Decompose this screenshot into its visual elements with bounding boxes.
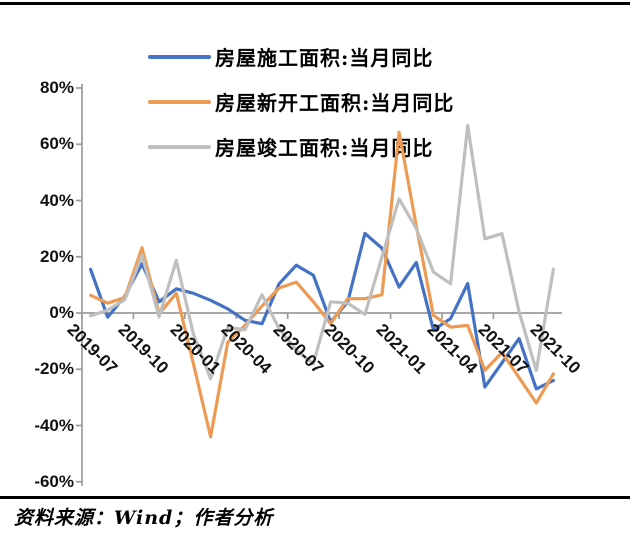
y-tick-label: 20%	[39, 246, 74, 266]
series-line-1	[88, 130, 556, 439]
y-tick-label: 80%	[39, 78, 74, 97]
source-note: 资料来源：Wind；作者分析	[14, 507, 274, 529]
y-tick-label: 0%	[49, 303, 74, 322]
y-tick-label: -20%	[34, 359, 74, 379]
bottom-border-line	[0, 496, 630, 499]
series-line-2	[88, 123, 556, 381]
top-border-line	[0, 2, 630, 5]
y-tick-label: 60%	[39, 134, 74, 154]
legend-line-swatch-blue	[148, 54, 211, 59]
y-tick-label: -40%	[34, 415, 74, 435]
legend-line-swatch-orange	[148, 99, 211, 104]
y-tick-label: 40%	[39, 190, 74, 210]
legend-line-swatch-gray	[148, 144, 211, 149]
legend-label: 房屋施工面积:当月同比	[215, 46, 434, 70]
legend-item-construction: 房屋施工面积:当月同比	[148, 34, 454, 79]
legend-label: 房屋新开工面积:当月同比	[215, 91, 455, 115]
legend-item-new-starts: 房屋新开工面积:当月同比	[148, 79, 454, 124]
y-tick-label: -60%	[34, 471, 74, 491]
line-chart-plot	[76, 84, 562, 486]
series-line-0	[88, 231, 556, 391]
